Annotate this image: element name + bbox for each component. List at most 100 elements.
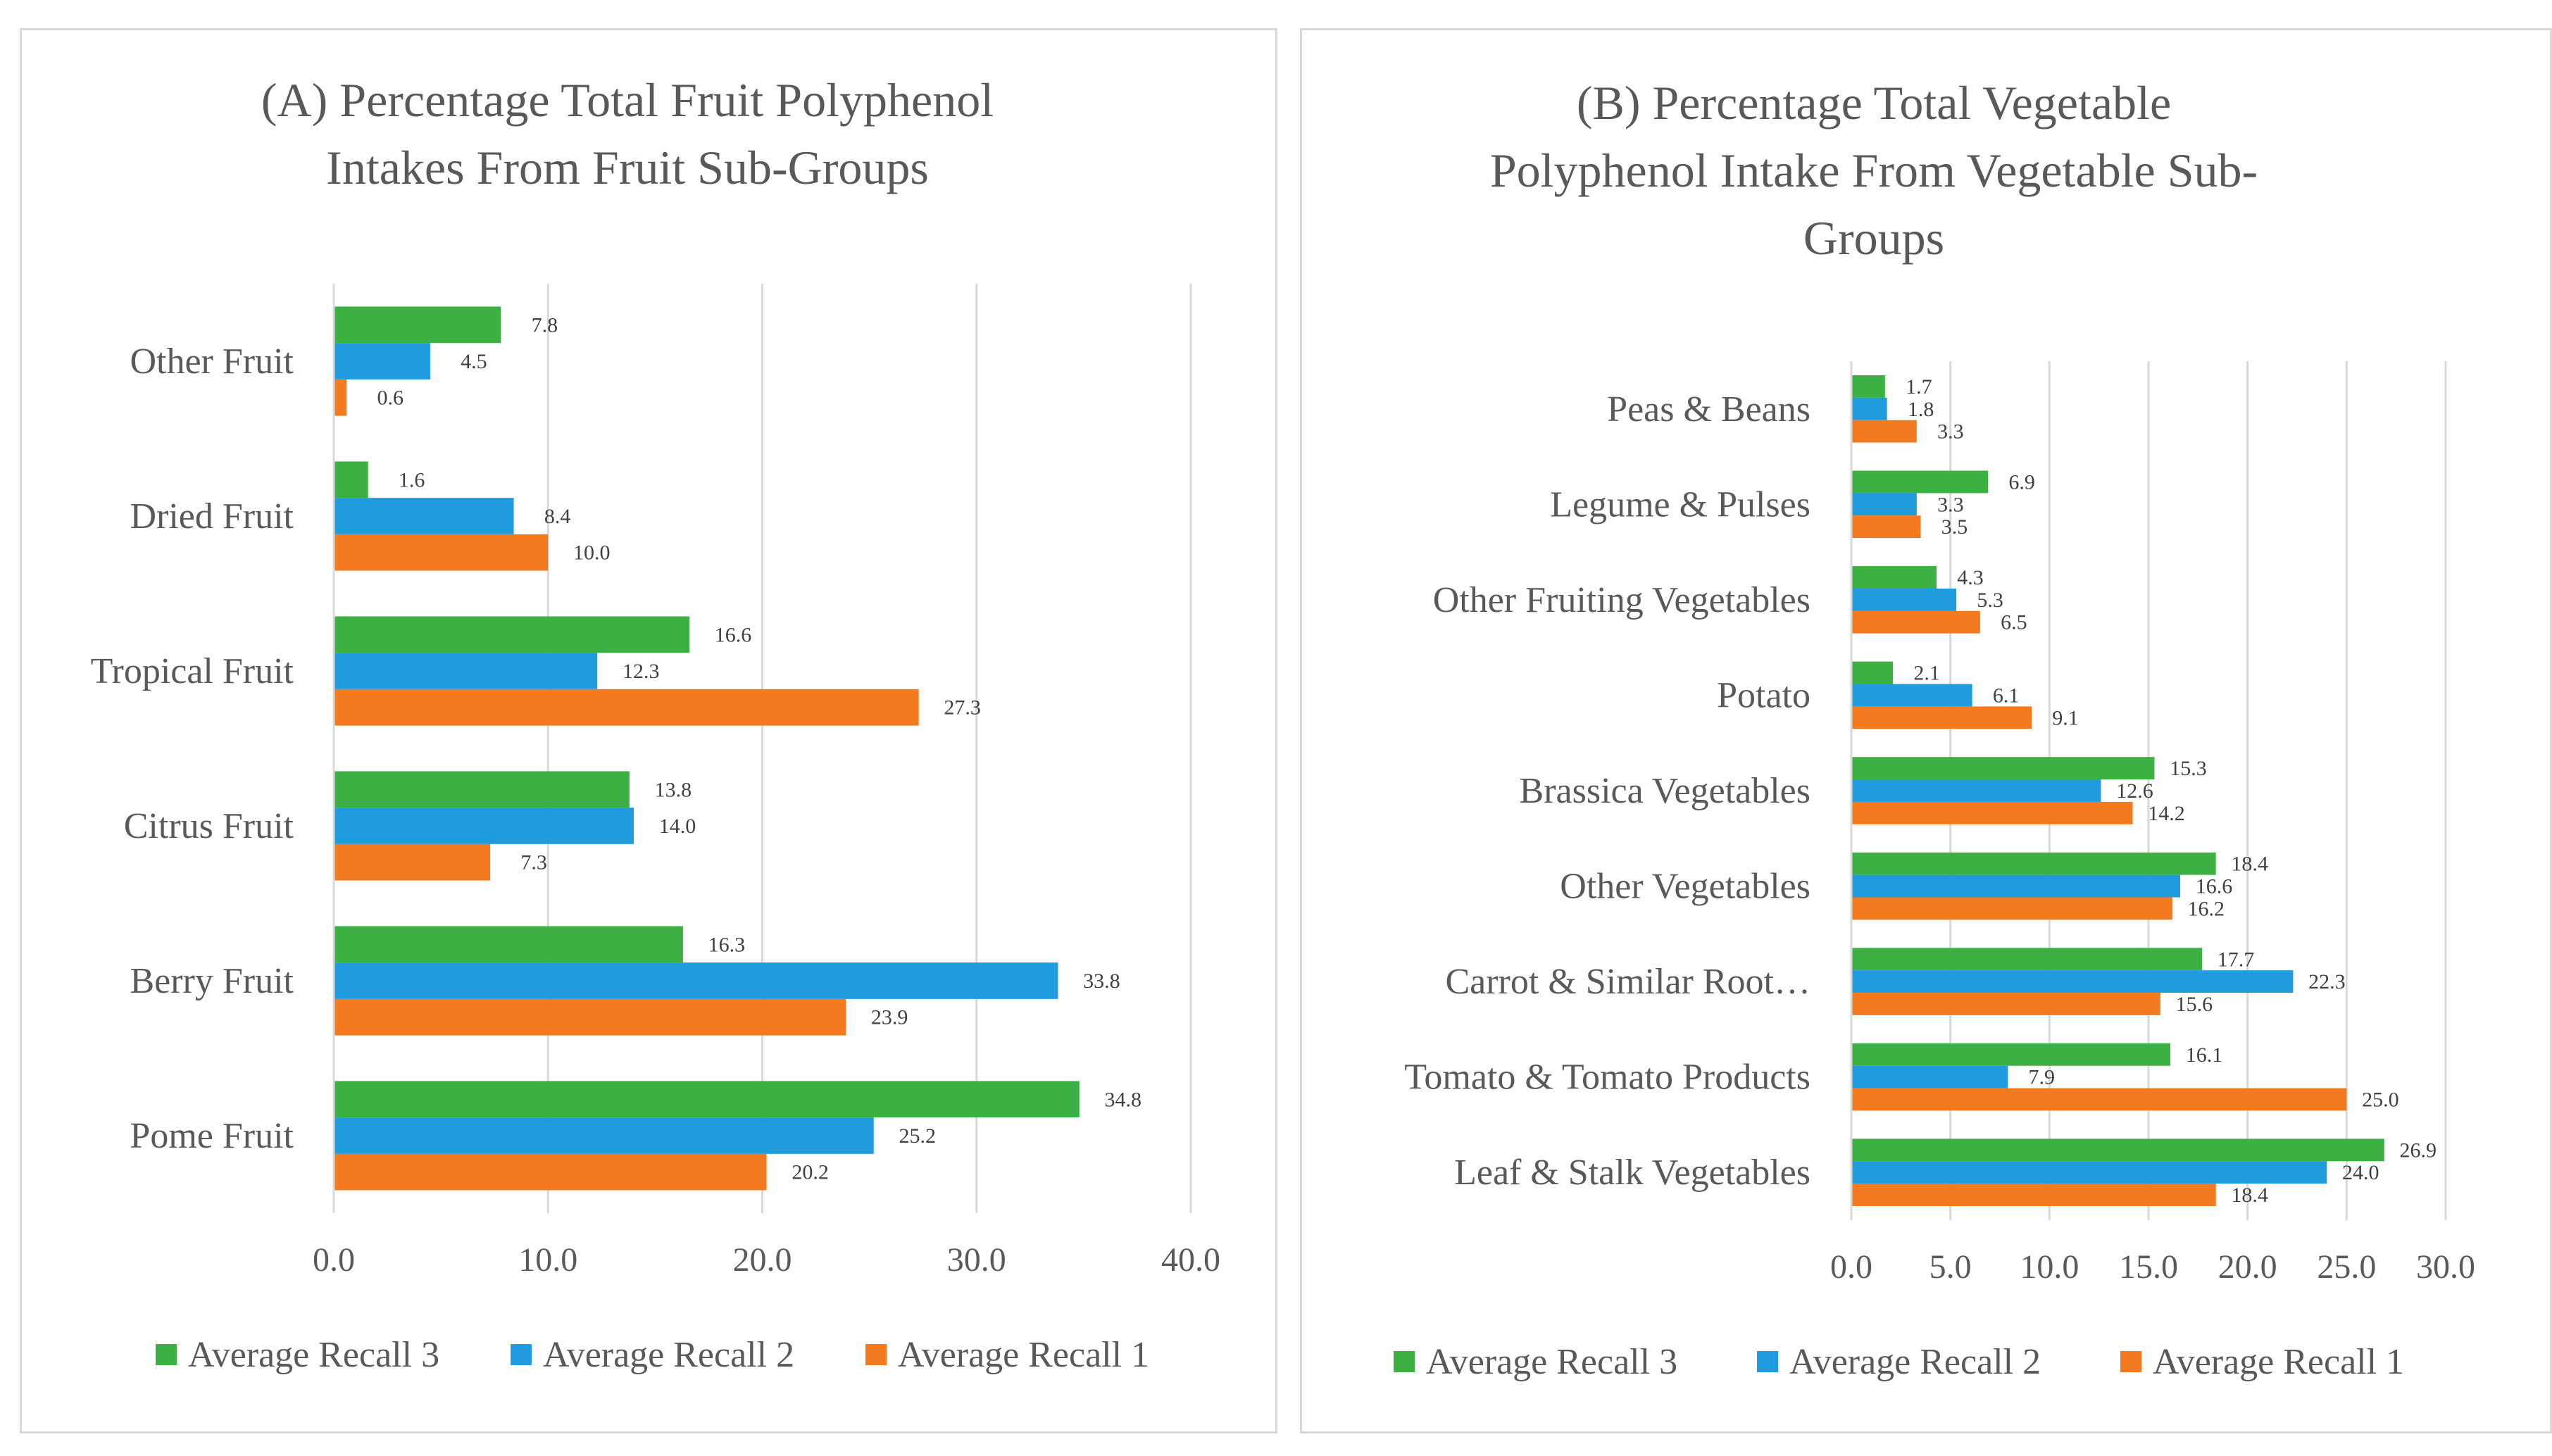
chart-0-bar xyxy=(334,616,690,653)
chart-0-category-label: Citrus Fruit xyxy=(124,806,294,846)
chart-1-data-label: 3.3 xyxy=(1937,493,1964,516)
chart-1-bar xyxy=(1851,1043,2170,1066)
chart-panel-a: (A) Percentage Total Fruit Polyphenol Int… xyxy=(20,28,1277,1433)
chart-0-legend-label: Average Recall 1 xyxy=(898,1335,1149,1375)
chart-0-bar xyxy=(334,498,514,534)
chart-1-title-line: Polyphenol Intake From Vegetable Sub- xyxy=(1490,144,2258,197)
chart-1-tick-label: 15.0 xyxy=(2119,1248,2178,1286)
chart-0-bar xyxy=(334,343,430,379)
chart-1-data-label: 17.7 xyxy=(2218,948,2255,971)
chart-1-data-label: 6.5 xyxy=(2001,611,2027,634)
chart-1-data-label: 1.7 xyxy=(1906,375,1932,398)
chart-0-data-label: 1.6 xyxy=(399,468,425,491)
chart-0-data-label: 33.8 xyxy=(1083,969,1120,993)
chart-1-category-label: Tomato & Tomato Products xyxy=(1404,1058,1810,1098)
chart-0-bar xyxy=(334,998,846,1036)
chart-0-category-label: Pome Fruit xyxy=(130,1116,294,1156)
chart-0-data-label: 12.3 xyxy=(623,660,660,683)
chart-1-bar xyxy=(1851,706,2032,729)
chart-0-legend-swatch xyxy=(865,1344,887,1365)
chart-0-data-label: 8.4 xyxy=(544,505,571,528)
chart-1-data-label: 16.6 xyxy=(2196,875,2233,898)
chart-1-bar xyxy=(1851,420,1917,443)
chart-1-bar xyxy=(1851,1088,2347,1111)
chart-0-data-label: 7.3 xyxy=(520,851,547,874)
chart-1-data-label: 2.1 xyxy=(1913,662,1940,685)
chart-1-bar xyxy=(1851,610,1980,634)
chart-1-legend-label: Average Recall 3 xyxy=(1426,1342,1677,1382)
chart-1-category-label: Other Vegetables xyxy=(1560,867,1810,907)
chart-1-bar xyxy=(1851,588,1957,611)
chart-1-data-label: 16.2 xyxy=(2188,897,2225,920)
chart-0-title-line: (A) Percentage Total Fruit Polyphenol xyxy=(261,73,994,127)
chart-1-bar xyxy=(1851,970,2294,993)
chart-1-tick-label: 0.0 xyxy=(1830,1248,1872,1286)
chart-0-data-label: 16.6 xyxy=(715,623,752,646)
chart-0-data-label: 7.8 xyxy=(532,313,558,337)
chart-1-data-label: 12.6 xyxy=(2116,779,2153,803)
chart-1-bar xyxy=(1851,993,2160,1015)
chart-0-category-label: Tropical Fruit xyxy=(91,651,294,691)
chart-1-bar xyxy=(1851,470,1989,494)
chart-1-bar xyxy=(1851,397,1887,420)
chart-1-bar xyxy=(1851,1138,2384,1162)
chart-1-legend-label: Average Recall 1 xyxy=(2153,1342,2404,1382)
chart-0-legend-swatch xyxy=(156,1344,177,1365)
chart-0-bar xyxy=(334,1117,874,1154)
chart-0-data-label: 14.0 xyxy=(659,815,696,838)
chart-1-data-label: 15.6 xyxy=(2176,993,2213,1016)
chart-0-bar xyxy=(334,962,1058,999)
chart-1-data-label: 3.5 xyxy=(1941,515,1968,539)
chart-1-bar xyxy=(1851,566,1937,589)
chart-0-bar xyxy=(334,771,630,808)
chart-1-title-line: (B) Percentage Total Vegetable xyxy=(1577,76,2171,130)
chart-1-bar xyxy=(1851,515,1921,539)
chart-1-category-label: Other Fruiting Vegetables xyxy=(1433,580,1810,620)
chart-1-bar xyxy=(1851,801,2133,824)
chart-1-category-label: Legume & Pulses xyxy=(1550,484,1810,525)
chart-1-data-label: 6.9 xyxy=(2008,470,2035,494)
chart-1-bar xyxy=(1851,1184,2216,1207)
chart-1-bar xyxy=(1851,874,2181,898)
chart-0-bar xyxy=(334,1081,1080,1118)
chart-1-data-label: 14.2 xyxy=(2148,802,2185,825)
chart-0-data-label: 23.9 xyxy=(871,1006,908,1029)
chart-0-bar xyxy=(334,306,501,344)
chart-panel-b: (B) Percentage Total Vegetable Polyphenol… xyxy=(1300,28,2552,1433)
chart-1-tick-label: 30.0 xyxy=(2416,1248,2475,1286)
chart-1-data-label: 4.3 xyxy=(1957,566,1984,589)
chart-1-category-label: Potato xyxy=(1717,675,1810,715)
chart-1-bar xyxy=(1851,684,1972,707)
chart-1-category-label: Carrot & Similar Root… xyxy=(1445,962,1810,1002)
chart-1-data-label: 15.3 xyxy=(2170,757,2207,780)
chart-1-bar xyxy=(1851,757,2155,780)
chart-1-bar xyxy=(1851,948,2202,971)
chart-b-svg: (B) Percentage Total Vegetable Polyphenol… xyxy=(1394,76,2475,1382)
chart-0-data-label: 25.2 xyxy=(899,1124,936,1148)
chart-1-legend-label: Average Recall 2 xyxy=(1789,1342,2041,1382)
chart-0-title-line: Intakes From Fruit Sub-Groups xyxy=(326,141,929,194)
chart-1-tick-label: 10.0 xyxy=(2020,1248,2079,1286)
chart-1-data-label: 1.8 xyxy=(1908,398,1934,421)
chart-1-bar xyxy=(1851,375,1885,398)
chart-0-bar xyxy=(334,926,683,963)
chart-0-legend-label: Average Recall 3 xyxy=(188,1335,439,1375)
chart-0-category-label: Berry Fruit xyxy=(130,961,294,1001)
chart-1-tick-label: 5.0 xyxy=(1929,1248,1972,1286)
chart-1-category-label: Leaf & Stalk Vegetables xyxy=(1454,1153,1810,1193)
chart-1-legend-swatch xyxy=(2120,1351,2141,1372)
chart-0-tick-label: 10.0 xyxy=(518,1241,577,1279)
chart-1-data-label: 9.1 xyxy=(2052,706,2079,729)
chart-0-bar xyxy=(334,808,634,844)
chart-0-category-label: Dried Fruit xyxy=(130,496,294,536)
chart-1-bar xyxy=(1851,897,2172,920)
chart-0-tick-label: 40.0 xyxy=(1161,1241,1220,1279)
chart-0-data-label: 4.5 xyxy=(461,350,487,373)
chart-0-bar xyxy=(334,534,549,571)
chart-1-tick-label: 25.0 xyxy=(2317,1248,2376,1286)
chart-0-data-label: 10.0 xyxy=(573,541,611,565)
chart-1-data-label: 6.1 xyxy=(1993,684,2020,707)
chart-0-tick-label: 20.0 xyxy=(733,1241,792,1279)
chart-1-tick-label: 20.0 xyxy=(2218,1248,2277,1286)
chart-1-data-label: 7.9 xyxy=(2029,1066,2056,1089)
